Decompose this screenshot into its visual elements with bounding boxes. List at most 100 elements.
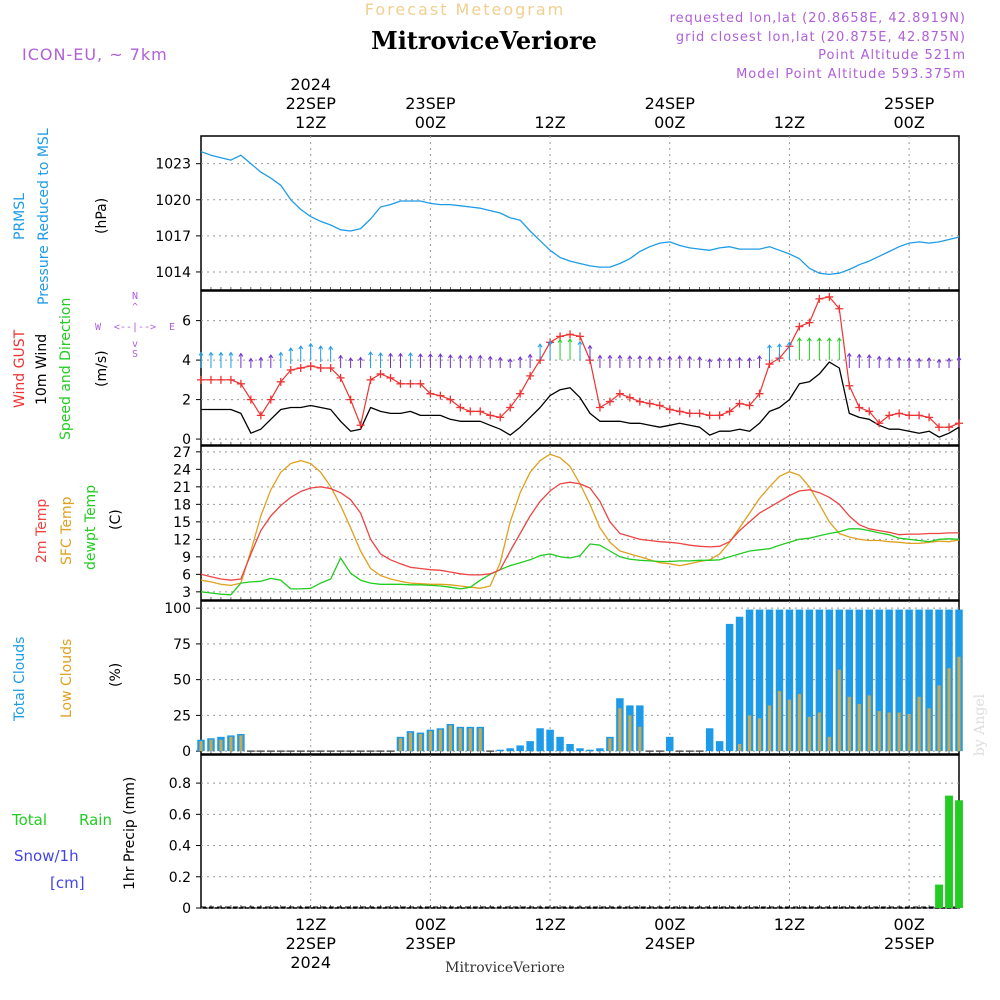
compass-n: N (132, 291, 138, 302)
low-clouds-bar (897, 712, 901, 752)
wind-direction-arrow (836, 337, 842, 361)
gust-point (426, 389, 435, 398)
total-clouds-bar (745, 609, 754, 752)
gust-point (326, 364, 335, 372)
wind10m-series-line (201, 361, 960, 438)
wind-direction-arrow (806, 337, 812, 361)
low-clouds-bar (887, 712, 891, 752)
total-clouds-bar (526, 741, 534, 752)
gust-point (276, 377, 285, 386)
gust-point (376, 369, 385, 378)
bottom-time-label: 12Z (295, 915, 326, 934)
low-clouds-bar (618, 708, 622, 752)
gust-point (356, 421, 365, 430)
total-clouds-bar (815, 609, 824, 752)
wind-panel: 0 2 4 6 (182, 290, 963, 448)
wind-direction-arrow (637, 355, 643, 368)
wind-direction-arrow (587, 344, 593, 361)
wind-direction-arrow (707, 358, 713, 368)
rain-bar (945, 795, 953, 908)
wind-direction-arrow (657, 356, 663, 368)
gust-point (216, 375, 225, 384)
bottom-time-label: 23SEP (405, 934, 456, 953)
low-clouds-bar (847, 696, 851, 752)
location-title: MitroviceVeriore (371, 26, 597, 55)
pressure-label-2: Pressure Reduced to MSL (36, 128, 52, 305)
low-clouds-bar (867, 695, 871, 752)
bottom-time-label: 2024 (290, 953, 331, 972)
wind-direction-arrow (737, 356, 742, 368)
credit-watermark: by Angel (972, 693, 988, 756)
low-clouds-bar (438, 729, 442, 752)
wind-direction-arrow (308, 342, 314, 361)
low-clouds-bar (219, 739, 223, 752)
temp-unit: (C) (108, 509, 124, 530)
sfc-temp-series-line (200, 453, 960, 589)
model-altitude: Model Point Altitude 593.375m (736, 67, 966, 82)
low-clouds-bar (398, 738, 403, 752)
bottom-time-label: 22SEP (286, 934, 337, 953)
top-time-label: 12Z (295, 113, 326, 132)
wind-direction-arrow (527, 353, 533, 368)
wind-direction-arrow (627, 355, 633, 368)
wind-direction-arrow (876, 355, 882, 368)
low-clouds-bar (608, 738, 612, 752)
gust-point (915, 411, 924, 420)
top-time-label: 00Z (893, 113, 924, 132)
gust-point (436, 391, 445, 400)
total-label: Total (11, 811, 47, 829)
panel-frame (200, 135, 960, 291)
clouds-panel: 0 25 50 75 100 (164, 600, 963, 760)
gust-point (725, 407, 734, 416)
gust-point (935, 423, 944, 432)
gust-point (496, 413, 505, 422)
pressure-unit: (hPa) (94, 198, 110, 234)
total-clouds-bar (765, 609, 774, 752)
gust-point (745, 401, 754, 410)
low-clouds-bar (428, 731, 432, 752)
wind-direction-arrow (956, 356, 962, 368)
gust-point (695, 409, 704, 418)
header: Forecast Meteogram MitroviceVeriore ICON… (22, 0, 966, 82)
wind-direction-arrow (577, 340, 583, 361)
wind-direction-arrow (677, 355, 683, 368)
compass-s: S (132, 349, 138, 360)
precip-ylabel: 1hr Precip (mm) (122, 777, 138, 890)
wind-direction-arrow (447, 354, 453, 368)
y-tick-label: 0 (182, 744, 191, 760)
gust-point (825, 292, 834, 301)
wind-direction-arrow (368, 351, 373, 368)
wind-direction-arrow (228, 351, 234, 368)
gust-point (296, 364, 305, 372)
gust-point (306, 362, 315, 371)
low-clouds-bar (239, 735, 243, 752)
wind-direction-arrow (198, 351, 204, 368)
rain-label: Rain (79, 811, 112, 829)
bottom-time-label: 12Z (774, 915, 805, 934)
gust-point (905, 411, 914, 420)
total-clouds-bar (845, 609, 854, 752)
panel-side-labels: PRMSL Pressure Reduced to MSL (hPa) Wind… (11, 128, 138, 892)
pressure-label-1: PRMSL (12, 193, 28, 240)
wind-direction-arrow (607, 354, 613, 368)
y-tick-label: 25 (173, 708, 191, 724)
low-clouds-bar (837, 669, 841, 752)
low-clouds-bar (957, 656, 961, 752)
gust-point (705, 411, 714, 420)
panel-frame (200, 290, 960, 446)
wind-direction-arrow (597, 354, 603, 368)
wind-direction-arrow (697, 356, 703, 368)
wind-direction-arrow (338, 354, 344, 368)
gust-point (516, 389, 525, 398)
low-clouds-bar (229, 736, 233, 752)
gust-label: Wind GUST (12, 329, 28, 408)
wind-direction-arrow (916, 357, 922, 368)
y-tick-label: 0 (182, 901, 191, 917)
y-tick-label: 0 (182, 432, 191, 448)
y-tick-label: 0.4 (169, 839, 191, 855)
snow-label: Snow/1h (14, 847, 79, 865)
gust-point (466, 407, 475, 416)
y-tick-label: 50 (173, 673, 191, 689)
wind-direction-arrow (358, 356, 363, 368)
